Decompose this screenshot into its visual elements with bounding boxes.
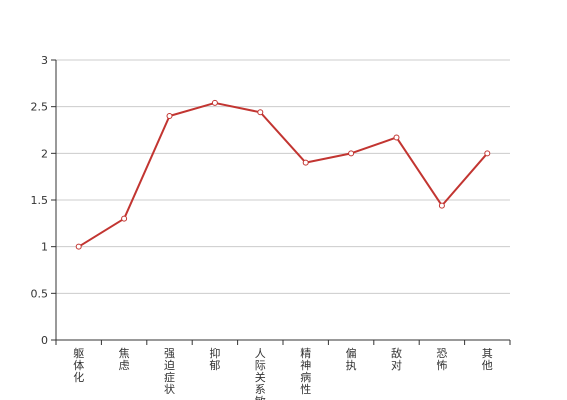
data-point[interactable]: [484, 150, 491, 157]
y-tick-label: 0: [41, 334, 48, 347]
data-point[interactable]: [393, 134, 400, 141]
data-point[interactable]: [348, 150, 355, 157]
y-tick-label: 2: [41, 147, 48, 160]
y-axis-tick-labels: 0 0.5 1 1.5 2 2.5 3: [31, 54, 49, 347]
x-tick-label: 精神病性: [300, 347, 311, 396]
x-tick-label: 焦虑: [119, 347, 130, 372]
y-tick-label: 2.5: [31, 101, 49, 114]
y-tick-label: 0.5: [31, 287, 49, 300]
y-tick-label: 3: [41, 54, 48, 67]
axes: [51, 59, 511, 345]
x-tick-label: 抑郁: [209, 346, 220, 372]
data-point[interactable]: [438, 202, 445, 209]
data-point[interactable]: [211, 99, 218, 106]
data-point[interactable]: [75, 243, 82, 250]
x-tick-label: 躯体化: [73, 347, 84, 384]
x-tick-label: 恐怖: [436, 347, 447, 372]
x-tick-label: 其他: [482, 347, 493, 372]
grid-lines: [56, 59, 510, 294]
series-line: [78, 101, 489, 248]
x-tick-label: 强迫症状: [164, 347, 175, 396]
data-point[interactable]: [257, 109, 264, 116]
y-tick-label: 1.5: [31, 194, 49, 207]
data-point[interactable]: [121, 215, 128, 222]
x-axis-tick-labels: 躯体化 焦虑 强迫症状 抑郁 人际关系敏感 精神病性 偏执 敌对 恐怖 其他: [73, 346, 493, 400]
x-tick-label: 偏执: [346, 346, 357, 372]
x-tick-label: 敌对: [391, 346, 402, 372]
y-tick-label: 1: [41, 241, 48, 254]
data-point[interactable]: [166, 113, 173, 119]
series: [75, 99, 491, 250]
data-point[interactable]: [302, 159, 309, 166]
x-tick-label: 人际关系敏感: [255, 347, 266, 400]
